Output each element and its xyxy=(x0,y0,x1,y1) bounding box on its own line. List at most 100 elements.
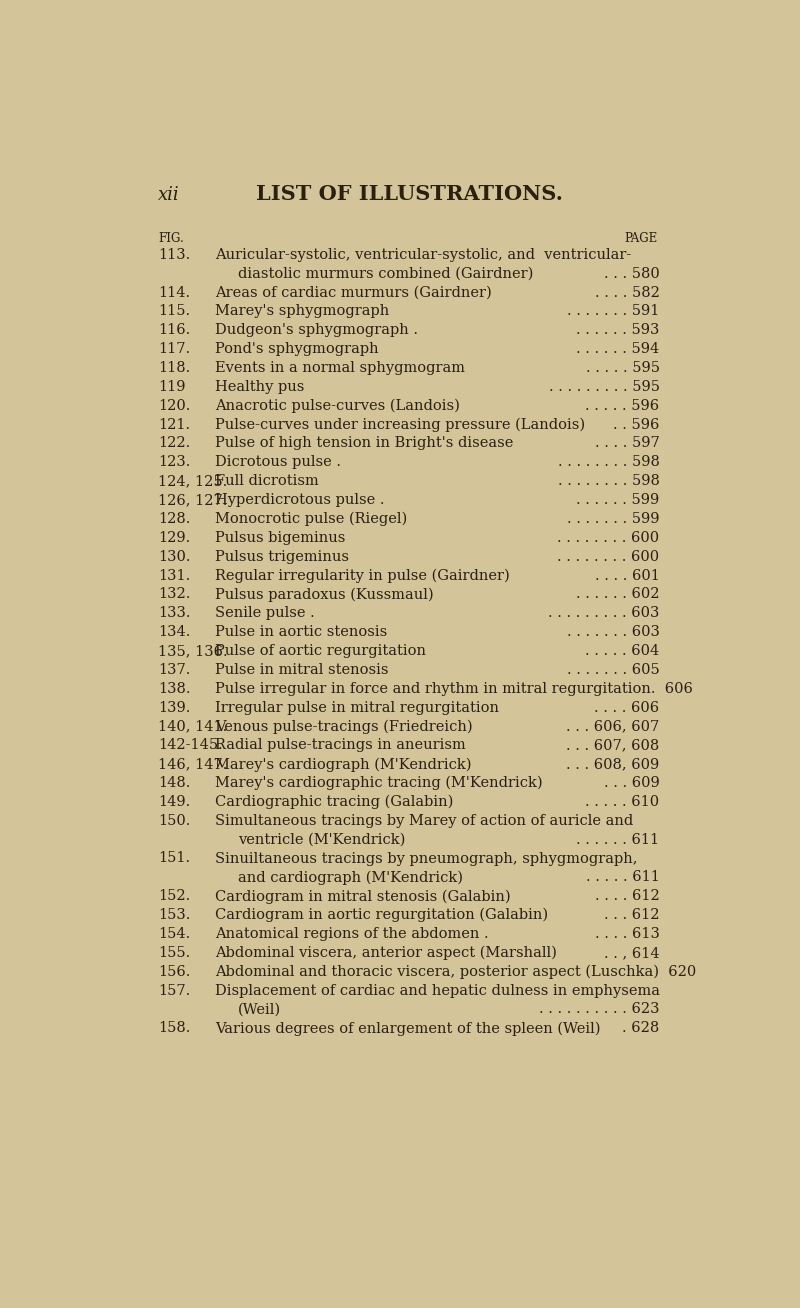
Text: Radial pulse-tracings in aneurism: Radial pulse-tracings in aneurism xyxy=(214,738,466,752)
Text: . . . . . . . 605: . . . . . . . 605 xyxy=(567,663,659,676)
Text: 121.: 121. xyxy=(158,417,190,432)
Text: . . . . . . . . 598: . . . . . . . . 598 xyxy=(558,475,659,488)
Text: . . . . . . 611: . . . . . . 611 xyxy=(577,833,659,846)
Text: Abdominal and thoracic viscera, posterior aspect (Luschka)  620: Abdominal and thoracic viscera, posterio… xyxy=(214,965,696,980)
Text: 131.: 131. xyxy=(158,569,190,582)
Text: 114.: 114. xyxy=(158,285,190,300)
Text: Healthy pus: Healthy pus xyxy=(214,379,304,394)
Text: Dudgeon's sphygmograph .: Dudgeon's sphygmograph . xyxy=(214,323,418,337)
Text: 150.: 150. xyxy=(158,814,190,828)
Text: 117.: 117. xyxy=(158,343,190,356)
Text: Venous pulse-tracings (Friedreich): Venous pulse-tracings (Friedreich) xyxy=(214,719,472,734)
Text: . . . . . . . 603: . . . . . . . 603 xyxy=(566,625,659,640)
Text: Marey's cardiographic tracing (M'Kendrick): Marey's cardiographic tracing (M'Kendric… xyxy=(214,776,542,790)
Text: . . . . . . . . . . 623: . . . . . . . . . . 623 xyxy=(539,1002,659,1016)
Text: Pulse-curves under increasing pressure (Landois): Pulse-curves under increasing pressure (… xyxy=(214,417,585,432)
Text: 140, 141.: 140, 141. xyxy=(158,719,227,734)
Text: FIG.: FIG. xyxy=(158,233,184,246)
Text: Areas of cardiac murmurs (Gairdner): Areas of cardiac murmurs (Gairdner) xyxy=(214,285,491,300)
Text: 152.: 152. xyxy=(158,889,190,904)
Text: Pulsus paradoxus (Kussmaul): Pulsus paradoxus (Kussmaul) xyxy=(214,587,434,602)
Text: 120.: 120. xyxy=(158,399,190,413)
Text: . . . . 601: . . . . 601 xyxy=(594,569,659,582)
Text: 155.: 155. xyxy=(158,946,190,960)
Text: Regular irregularity in pulse (Gairdner): Regular irregularity in pulse (Gairdner) xyxy=(214,569,510,583)
Text: Marey's sphygmograph: Marey's sphygmograph xyxy=(214,305,389,318)
Text: Various degrees of enlargement of the spleen (Weil): Various degrees of enlargement of the sp… xyxy=(214,1022,600,1036)
Text: . . . . . . 594: . . . . . . 594 xyxy=(576,343,659,356)
Text: Cardiogram in mitral stenosis (Galabin): Cardiogram in mitral stenosis (Galabin) xyxy=(214,889,510,904)
Text: diastolic murmurs combined (Gairdner): diastolic murmurs combined (Gairdner) xyxy=(238,267,534,281)
Text: . . . . . . 593: . . . . . . 593 xyxy=(576,323,659,337)
Text: Monocrotic pulse (Riegel): Monocrotic pulse (Riegel) xyxy=(214,511,407,526)
Text: 157.: 157. xyxy=(158,984,190,998)
Text: 137.: 137. xyxy=(158,663,190,676)
Text: 139.: 139. xyxy=(158,701,190,714)
Text: 133.: 133. xyxy=(158,606,190,620)
Text: 116.: 116. xyxy=(158,323,190,337)
Text: . . . 607, 608: . . . 607, 608 xyxy=(566,738,659,752)
Text: 132.: 132. xyxy=(158,587,190,602)
Text: xii: xii xyxy=(158,186,180,204)
Text: . . . . . 595: . . . . . 595 xyxy=(586,361,659,375)
Text: . . . . . . . 599: . . . . . . . 599 xyxy=(567,511,659,526)
Text: 158.: 158. xyxy=(158,1022,190,1036)
Text: Pulse of high tension in Bright's disease: Pulse of high tension in Bright's diseas… xyxy=(214,437,513,450)
Text: . . . . . . . . 598: . . . . . . . . 598 xyxy=(558,455,659,470)
Text: . . . . . 611: . . . . . 611 xyxy=(586,870,659,884)
Text: . . . . 606: . . . . 606 xyxy=(594,701,659,714)
Text: Cardiogram in aortic regurgitation (Galabin): Cardiogram in aortic regurgitation (Gala… xyxy=(214,908,548,922)
Text: Anatomical regions of the abdomen .: Anatomical regions of the abdomen . xyxy=(214,927,488,940)
Text: 142-145.: 142-145. xyxy=(158,738,223,752)
Text: 115.: 115. xyxy=(158,305,190,318)
Text: . . . . . 596: . . . . . 596 xyxy=(586,399,659,413)
Text: 134.: 134. xyxy=(158,625,190,640)
Text: LIST OF ILLUSTRATIONS.: LIST OF ILLUSTRATIONS. xyxy=(257,184,563,204)
Text: 129.: 129. xyxy=(158,531,190,545)
Text: . . . 608, 609: . . . 608, 609 xyxy=(566,757,659,772)
Text: Auricular-systolic, ventricular-systolic, and  ventricular-: Auricular-systolic, ventricular-systolic… xyxy=(214,247,631,262)
Text: . . . 606, 607: . . . 606, 607 xyxy=(566,719,659,734)
Text: 154.: 154. xyxy=(158,927,190,940)
Text: Pulse in mitral stenosis: Pulse in mitral stenosis xyxy=(214,663,388,676)
Text: Pulse irregular in force and rhythm in mitral regurgitation.  606: Pulse irregular in force and rhythm in m… xyxy=(214,681,693,696)
Text: Cardiographic tracing (Galabin): Cardiographic tracing (Galabin) xyxy=(214,795,453,810)
Text: . . . . . . 602: . . . . . . 602 xyxy=(576,587,659,602)
Text: 113.: 113. xyxy=(158,247,190,262)
Text: Senile pulse .: Senile pulse . xyxy=(214,606,314,620)
Text: Pond's sphygmograph: Pond's sphygmograph xyxy=(214,343,378,356)
Text: Dicrotous pulse .: Dicrotous pulse . xyxy=(214,455,341,470)
Text: Anacrotic pulse-curves (Landois): Anacrotic pulse-curves (Landois) xyxy=(214,399,459,413)
Text: Sinuiltaneous tracings by pneumograph, sphygmograph,: Sinuiltaneous tracings by pneumograph, s… xyxy=(214,852,638,866)
Text: Events in a normal sphygmogram: Events in a normal sphygmogram xyxy=(214,361,465,375)
Text: 123.: 123. xyxy=(158,455,190,470)
Text: (Weil): (Weil) xyxy=(238,1002,281,1016)
Text: . . . 612: . . . 612 xyxy=(604,908,659,922)
Text: 135, 136.: 135, 136. xyxy=(158,644,228,658)
Text: . . . 609: . . . 609 xyxy=(604,776,659,790)
Text: . . . . . . . . 600: . . . . . . . . 600 xyxy=(558,549,659,564)
Text: Simultaneous tracings by Marey of action of auricle and: Simultaneous tracings by Marey of action… xyxy=(214,814,633,828)
Text: 153.: 153. xyxy=(158,908,190,922)
Text: Full dicrotism: Full dicrotism xyxy=(214,475,318,488)
Text: . . , 614: . . , 614 xyxy=(604,946,659,960)
Text: Abdominal viscera, anterior aspect (Marshall): Abdominal viscera, anterior aspect (Mars… xyxy=(214,946,557,960)
Text: 151.: 151. xyxy=(158,852,190,866)
Text: . . . . . . . . . 595: . . . . . . . . . 595 xyxy=(549,379,659,394)
Text: . . . . . 610: . . . . . 610 xyxy=(586,795,659,808)
Text: . . . . 597: . . . . 597 xyxy=(595,437,659,450)
Text: . . . . 613: . . . . 613 xyxy=(594,927,659,940)
Text: 148.: 148. xyxy=(158,776,190,790)
Text: and cardiograph (M'Kendrick): and cardiograph (M'Kendrick) xyxy=(238,870,463,884)
Text: . . . . . . . 591: . . . . . . . 591 xyxy=(567,305,659,318)
Text: . . . . . . 599: . . . . . . 599 xyxy=(576,493,659,508)
Text: Pulsus trigeminus: Pulsus trigeminus xyxy=(214,549,349,564)
Text: . . . . 582: . . . . 582 xyxy=(594,285,659,300)
Text: 149.: 149. xyxy=(158,795,190,808)
Text: Hyperdicrotous pulse .: Hyperdicrotous pulse . xyxy=(214,493,384,508)
Text: 124, 125.: 124, 125. xyxy=(158,475,227,488)
Text: . . . . 612: . . . . 612 xyxy=(595,889,659,904)
Text: . . . . . . . . 600: . . . . . . . . 600 xyxy=(558,531,659,545)
Text: 122.: 122. xyxy=(158,437,190,450)
Text: Marey's cardiograph (M'Kendrick): Marey's cardiograph (M'Kendrick) xyxy=(214,757,471,772)
